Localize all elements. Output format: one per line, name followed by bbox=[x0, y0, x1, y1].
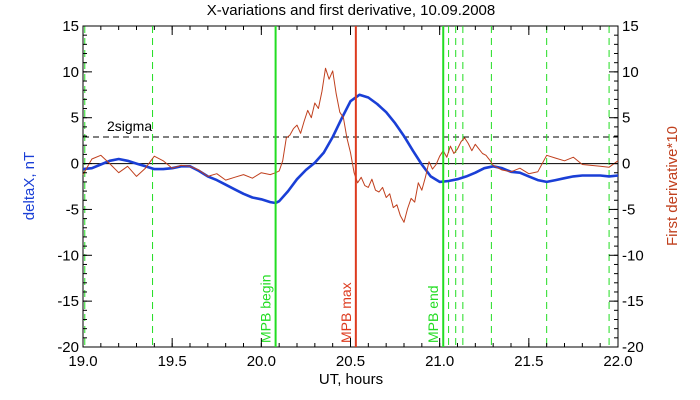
x-tick-label: 21.0 bbox=[425, 353, 454, 370]
mpb-marker-label: MPB begin bbox=[258, 275, 274, 343]
y-left-tick-label: -15 bbox=[57, 293, 79, 310]
sigma-label: 2sigma bbox=[107, 118, 152, 134]
y-right-tick-label: -10 bbox=[622, 247, 644, 264]
chart-title: X-variations and first derivative, 10.09… bbox=[207, 2, 496, 19]
y-right-tick-label: -15 bbox=[622, 293, 644, 310]
x-tick-label: 19.0 bbox=[68, 353, 97, 370]
y-left-tick-label: -20 bbox=[57, 339, 79, 356]
y-right-tick-label: 10 bbox=[622, 64, 639, 81]
y-left-tick-label: 15 bbox=[62, 18, 79, 35]
x-tick-label: 21.5 bbox=[514, 353, 543, 370]
x-tick-label: 20.5 bbox=[336, 353, 365, 370]
y-axis-left-label: deltaX, nT bbox=[21, 152, 38, 220]
y-axis-right-label: First derivative*10 bbox=[664, 126, 681, 246]
y-right-tick-label: 5 bbox=[622, 110, 630, 127]
mpb-marker-label: MPB max bbox=[338, 282, 354, 343]
deltax-series-line bbox=[82, 93, 619, 205]
y-left-tick-label: 5 bbox=[71, 110, 79, 127]
x-tick-label: 22.0 bbox=[603, 353, 632, 370]
y-right-tick-label: -5 bbox=[622, 201, 635, 218]
y-right-tick-label: -20 bbox=[622, 339, 644, 356]
x-tick-label: 19.5 bbox=[158, 353, 187, 370]
plot-area: 2sigma MPB begin MPB max MPB end bbox=[82, 25, 619, 348]
x-axis-label: UT, hours bbox=[319, 371, 383, 388]
y-left-tick-label: 0 bbox=[71, 156, 79, 173]
y-left-tick-label: 10 bbox=[62, 64, 79, 81]
y-left-tick-label: -5 bbox=[66, 201, 79, 218]
y-right-tick-label: 0 bbox=[622, 156, 630, 173]
y-right-tick-label: 15 bbox=[622, 18, 639, 35]
x-tick-label: 20.0 bbox=[247, 353, 276, 370]
mpb-marker-label: MPB end bbox=[425, 285, 441, 343]
y-left-tick-label: -10 bbox=[57, 247, 79, 264]
derivative-series-line bbox=[82, 67, 619, 223]
